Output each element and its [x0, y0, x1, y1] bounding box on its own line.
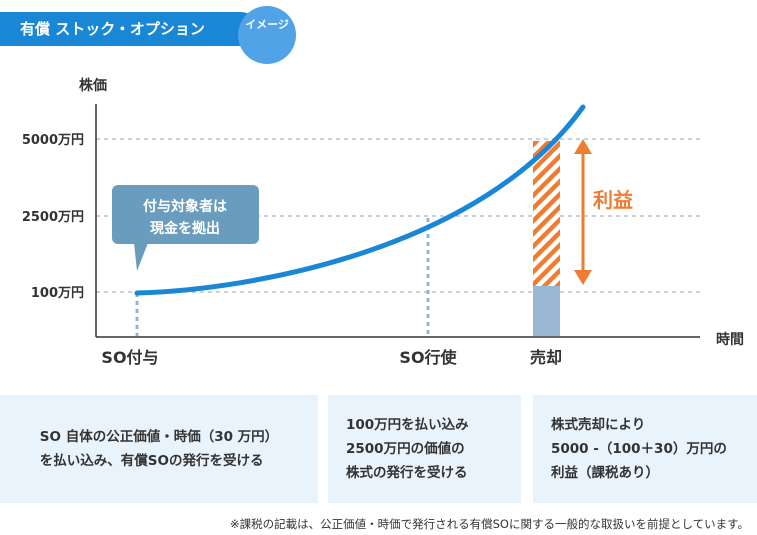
info-box-sale-line-3: 利益（課税あり）: [551, 465, 659, 481]
info-box-sale: 株式売却により 5000 -（100＋30）万円の 利益（課税あり）: [533, 395, 757, 503]
event-label-exercise: SO行使: [399, 348, 457, 367]
y-axis-title: 株価: [79, 77, 107, 94]
callout: 付与対象者は 現金を拠出: [112, 185, 259, 271]
info-box-grant: SO 自体の公正価値・時価（30 万円） を払い込み、有償SOの発行を受ける: [0, 395, 318, 503]
info-box-grant-line-1: SO 自体の公正価値・時価（30 万円）: [39, 429, 279, 445]
footnote: ※課税の記載は、公正価値・時価で発行される有償SOに関する一般的な取扱いを前提と…: [230, 517, 749, 531]
info-box-grant-line-2: を払い込み、有償SOの発行を受ける: [39, 453, 264, 469]
sale-hatched-bar: [533, 141, 560, 286]
sale-cost-bar: [533, 286, 560, 336]
x-axis-title: 時間: [716, 331, 744, 348]
ytick-5000: 5000万円: [22, 133, 84, 148]
ytick-100: 100万円: [31, 286, 84, 301]
profit-label: 利益: [593, 188, 633, 212]
info-box-exercise-line-2: 2500万円の価値の: [346, 441, 465, 457]
callout-line-1: 付与対象者は: [143, 198, 227, 215]
stock-option-chart: 利益 付与対象者は 現金を拠出 株価 時間 5000万円 2500万円 100万…: [22, 77, 744, 367]
info-box-exercise-line-1: 100万円を払い込み: [346, 417, 469, 433]
header-title: 有償 ストック・オプション: [0, 12, 258, 46]
callout-line-2: 現金を拠出: [150, 220, 220, 237]
info-box-sale-line-1: 株式売却により: [551, 417, 646, 433]
header-badge: イメージ: [238, 6, 296, 64]
stock-price-curve: [134, 104, 586, 296]
header: 有償 ストック・オプション イメージ: [0, 6, 298, 64]
info-box-sale-line-2: 5000 -（100＋30）万円の: [551, 441, 727, 457]
ytick-2500: 2500万円: [22, 210, 84, 225]
info-box-exercise: 100万円を払い込み 2500万円の価値の 株式の発行を受ける: [328, 395, 521, 503]
info-box-exercise-line-3: 株式の発行を受ける: [346, 465, 468, 481]
event-label-sale: 売却: [530, 348, 562, 367]
event-label-grant: SO付与: [101, 348, 158, 367]
profit-arrow: [574, 139, 592, 285]
